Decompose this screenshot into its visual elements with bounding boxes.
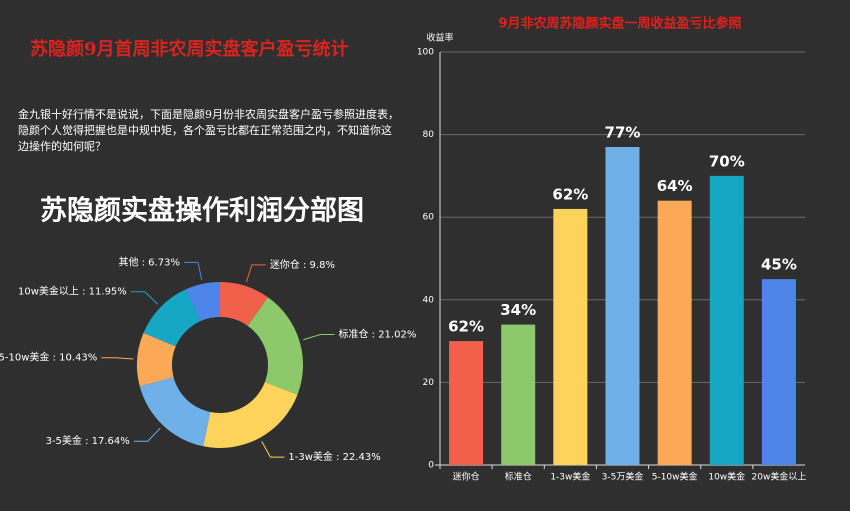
pie-slice [143, 289, 201, 347]
leader-line [130, 291, 159, 305]
x-tick-label: 10w美金 [708, 471, 745, 483]
y-tick-label: 80 [423, 130, 435, 140]
pie-slice [247, 297, 303, 395]
pie-slice [136, 332, 176, 387]
pie-slice [203, 382, 298, 448]
data-label: 3-5美金 : 17.64% [46, 434, 130, 447]
bar [709, 175, 744, 465]
pie-slice [185, 282, 220, 322]
bar [449, 341, 484, 465]
paragraph: 金九银十好行情不是说说，下面是隐颜9月份非农周实盘客户盈亏参照进度表， [18, 107, 399, 121]
data-label: 迷你仓 : 9.8% [270, 258, 335, 271]
leader-line [245, 264, 266, 283]
x-tick-label: 1-3w美金 [550, 471, 590, 483]
data-label: 64% [657, 177, 693, 195]
y-axis-label: 收益率 [426, 32, 453, 44]
bar-title: 9月非农周苏隐颜实盘一周收益盈亏比参照 [498, 16, 741, 32]
pie-title: 苏隐颜实盘操作利润分部图 [40, 195, 364, 227]
y-tick-label: 100 [417, 48, 434, 58]
bar [501, 324, 536, 465]
paragraph: 隐颜个人觉得把握也是中规中矩，各个盈亏比都在正常范围之内，不知道你这 [18, 123, 392, 137]
y-tick-label: 20 [423, 378, 435, 388]
paragraph: 边操作的如何呢？ [18, 139, 106, 153]
leader-line [101, 357, 134, 360]
leader-line [261, 441, 285, 458]
data-label: 标准仓 : 21.02% [338, 328, 416, 341]
x-tick-label: 5-10w美金 [652, 471, 698, 483]
x-tick-label: 3-5万美金 [602, 471, 644, 483]
y-tick-label: 40 [423, 295, 435, 305]
data-label: 10w美金以上 : 11.95% [18, 285, 127, 298]
data-label: 5-10w美金 : 10.43% [0, 351, 97, 364]
x-tick-label: 20w美金以上 [752, 471, 807, 483]
data-label: 62% [448, 318, 484, 336]
pie-slice [139, 377, 211, 447]
data-label: 45% [761, 256, 797, 274]
leader-line [133, 427, 161, 442]
bar [657, 200, 692, 465]
data-label: 34% [500, 301, 536, 319]
bar [761, 279, 796, 465]
y-tick-label: 0 [428, 461, 434, 471]
pie-slice [220, 282, 268, 326]
data-label: 70% [709, 152, 745, 170]
x-tick-label: 迷你仓 [453, 471, 480, 483]
data-label: 77% [605, 123, 641, 141]
data-label: 其他 : 6.73% [118, 255, 180, 268]
data-label: 62% [552, 185, 588, 203]
data-label: 1-3w美金 : 22.43% [288, 450, 380, 463]
bar [553, 208, 588, 465]
leader-line [183, 261, 203, 281]
y-tick-label: 60 [423, 213, 435, 223]
bar [605, 146, 640, 466]
page-title: 苏隐颜9月首周非农周实盘客户盈亏统计 [30, 38, 349, 60]
x-tick-label: 标准仓 [505, 471, 532, 483]
leader-line [303, 334, 335, 341]
